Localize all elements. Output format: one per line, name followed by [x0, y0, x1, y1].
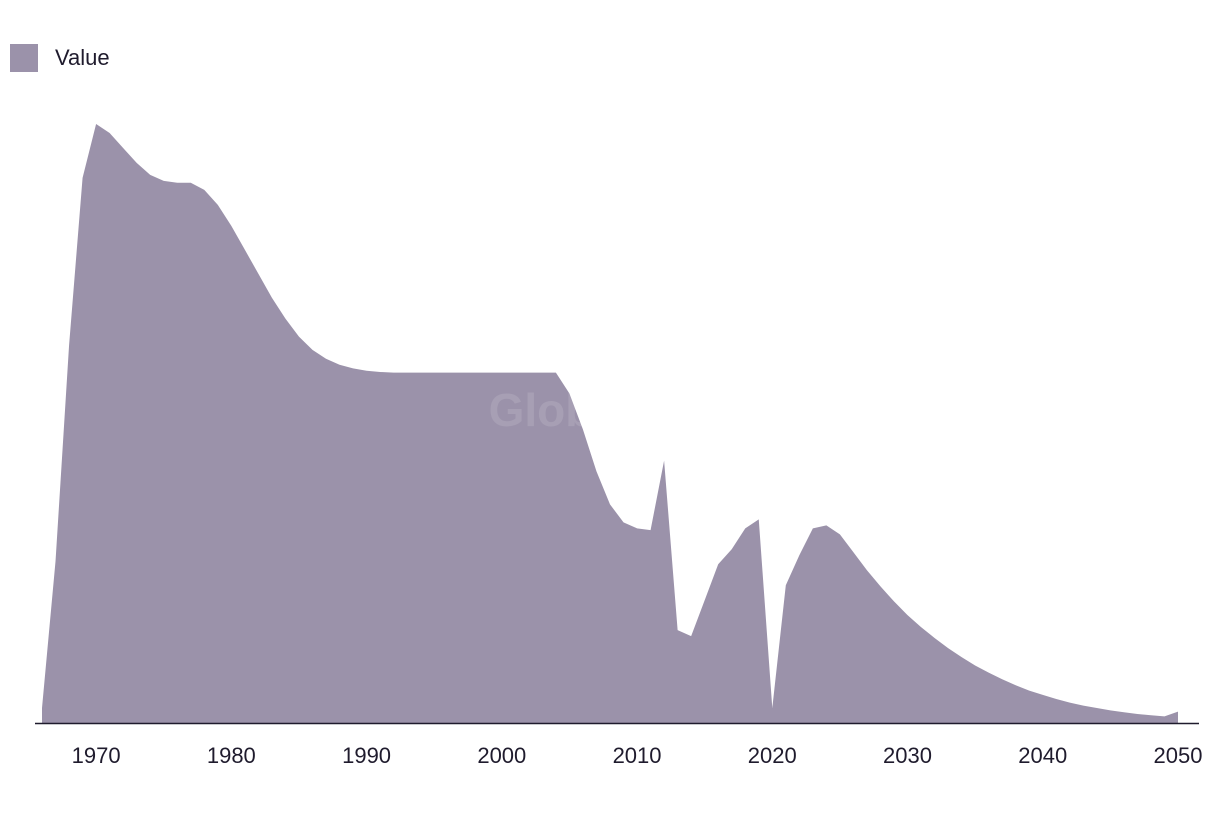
legend-swatch: [10, 44, 38, 72]
x-tick-label: 1980: [207, 743, 256, 768]
x-tick-label: 1990: [342, 743, 391, 768]
watermark: GlobalData: [489, 384, 732, 436]
x-tick-label: 2020: [748, 743, 797, 768]
x-tick-label: 2000: [477, 743, 526, 768]
legend: Value: [10, 44, 110, 72]
x-tick-label: 2040: [1018, 743, 1067, 768]
series-area-value: [42, 124, 1178, 723]
legend-label: Value: [55, 45, 110, 70]
x-tick-label: 2030: [883, 743, 932, 768]
x-tick-label: 1970: [72, 743, 121, 768]
x-tick-label: 2010: [613, 743, 662, 768]
x-tick-label: 2050: [1154, 743, 1203, 768]
